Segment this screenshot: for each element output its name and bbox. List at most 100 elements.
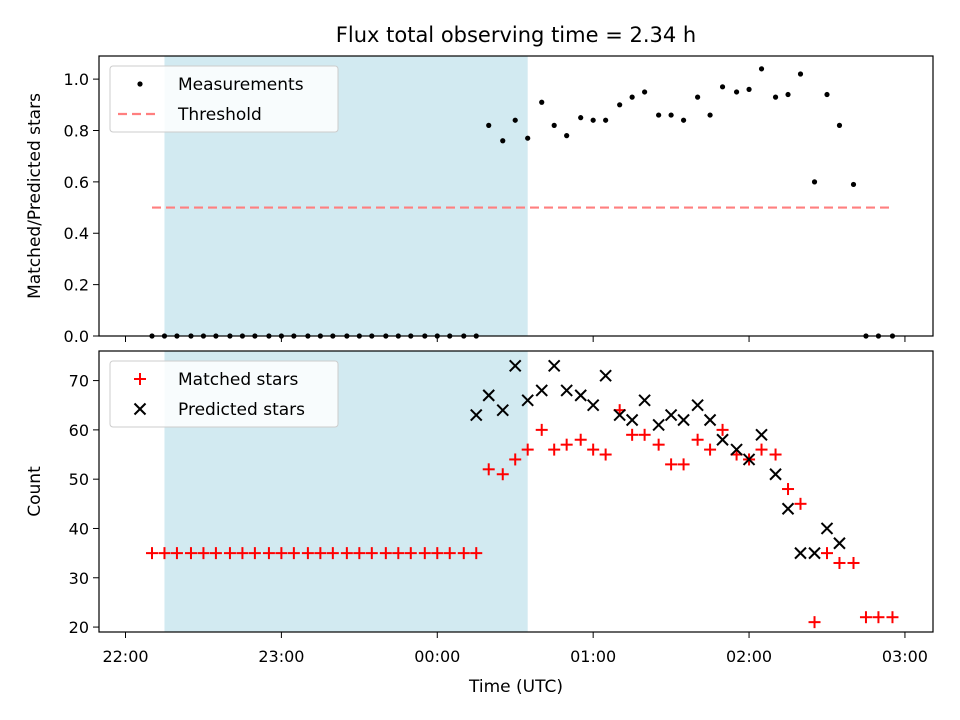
marker-stroke (496, 403, 509, 417)
matched-stars-marker (820, 547, 833, 560)
matched-stars-marker (808, 616, 821, 629)
matched-stars-marker (626, 428, 639, 441)
y-tick-label: 70 (69, 372, 89, 391)
predicted-stars-marker (560, 384, 573, 397)
data-point (642, 89, 648, 95)
predicted-stars-marker (808, 546, 821, 560)
matched-stars-marker (691, 433, 704, 446)
x-tick-label: 01:00 (570, 647, 616, 666)
marker-stroke (625, 413, 639, 427)
matched-stars-marker (353, 547, 366, 560)
count-subplot: 20 30 40 50 60 70 22:00 23:00 00:00 01:00 02:00 03:… (25, 350, 934, 666)
matched-stars-marker (833, 556, 846, 569)
predicted-stars-marker (535, 384, 548, 397)
predicted-stars-marker (470, 408, 483, 422)
marker-stroke (833, 537, 846, 550)
matched-stars-marker (287, 547, 300, 560)
data-point (797, 71, 804, 77)
data-point (656, 112, 662, 118)
matched-stars-marker (134, 373, 146, 385)
legend-label: Predicted stars (178, 400, 305, 420)
y-tick-label: 0.8 (64, 121, 89, 140)
predicted-stars-marker (652, 418, 665, 432)
marker-stroke (677, 413, 690, 427)
marker-stroke (599, 369, 612, 382)
y-tick-label: 50 (69, 470, 89, 489)
y-tick-label: 40 (69, 519, 89, 538)
legend-label: Measurements (178, 75, 304, 95)
marker-stroke (716, 433, 729, 446)
y-axis-label: Matched/Predicted stars (25, 93, 45, 299)
predicted-stars-marker (781, 502, 795, 515)
matched-stars-marker (755, 443, 768, 456)
matched-stars-marker (677, 458, 690, 471)
y-tick-label: 0.2 (64, 276, 89, 295)
marker-stroke (742, 453, 756, 466)
data-point (617, 102, 623, 108)
predicted-stars-marker (133, 402, 147, 416)
data-point (850, 181, 857, 188)
matched-stars-marker (314, 547, 327, 560)
matched-stars-marker (418, 547, 431, 560)
data-point (629, 94, 635, 100)
matched-stars-marker (769, 448, 782, 461)
predicted-stars-marker (755, 428, 768, 442)
marker-stroke (613, 408, 626, 422)
x-tick-label: 00:00 (414, 647, 460, 666)
predicted-stars-marker (703, 413, 717, 427)
matched-stars-marker (457, 547, 470, 560)
predicted-stars-marker (769, 468, 782, 481)
data-point (811, 179, 818, 185)
x-tick-label: 03:00 (882, 647, 928, 666)
matched-stars-marker (574, 433, 587, 446)
marker-stroke (794, 546, 807, 560)
matched-stars-marker (431, 547, 444, 560)
matched-stars-marker (859, 611, 872, 624)
predicted-stars-marker (730, 443, 743, 456)
predicted-stars-marker (613, 408, 626, 422)
predicted-stars-marker (496, 403, 509, 417)
matched-stars-marker (665, 458, 678, 471)
data-point (500, 138, 506, 144)
matched-stars-marker (560, 438, 573, 451)
data-point (539, 99, 545, 105)
marker-stroke (521, 394, 534, 407)
marker-stroke (535, 384, 548, 397)
predicted-stars-marker (482, 389, 495, 402)
data-point (578, 115, 584, 121)
predicted-stars-marker (599, 369, 612, 382)
matched-stars-marker (158, 547, 171, 560)
marker-stroke (652, 418, 665, 432)
matched-stars-marker (704, 443, 717, 456)
data-point (590, 117, 596, 123)
x-tick-label: 23:00 (258, 647, 304, 666)
y-tick-label: 1.0 (64, 70, 89, 89)
predicted-stars-marker (509, 359, 522, 372)
predicted-stars-marker (574, 389, 587, 402)
series-measurements (149, 66, 896, 339)
x-tick-label: 02:00 (726, 647, 772, 666)
data-point (836, 122, 843, 128)
y-axis-label: Count (25, 466, 45, 517)
series-predicted-stars (470, 359, 846, 560)
matched-stars-marker (872, 611, 885, 624)
marker-stroke (730, 443, 743, 456)
marker-stroke (781, 502, 795, 515)
matched-stars-marker (392, 547, 405, 560)
data-point (824, 91, 830, 98)
marker-stroke (547, 359, 561, 372)
marker-stroke (703, 413, 717, 427)
y-tick-label: 0.6 (64, 173, 89, 192)
matched-stars-marker (794, 497, 807, 510)
matched-stars-marker (509, 453, 522, 466)
x-axis-label: Time (UTC) (468, 677, 563, 697)
legend-box (109, 360, 339, 428)
y-tick-label: 60 (69, 421, 89, 440)
ratio-subplot: 0.0 0.2 0.4 0.6 0.8 1.0 Matched/Predicted star… (25, 55, 934, 346)
marker-stroke (638, 394, 651, 407)
matched-stars-marker (146, 547, 159, 560)
data-point (525, 135, 531, 141)
predicted-stars-marker (677, 413, 690, 427)
matched-stars-marker (184, 547, 197, 560)
marker-stroke (509, 359, 522, 372)
